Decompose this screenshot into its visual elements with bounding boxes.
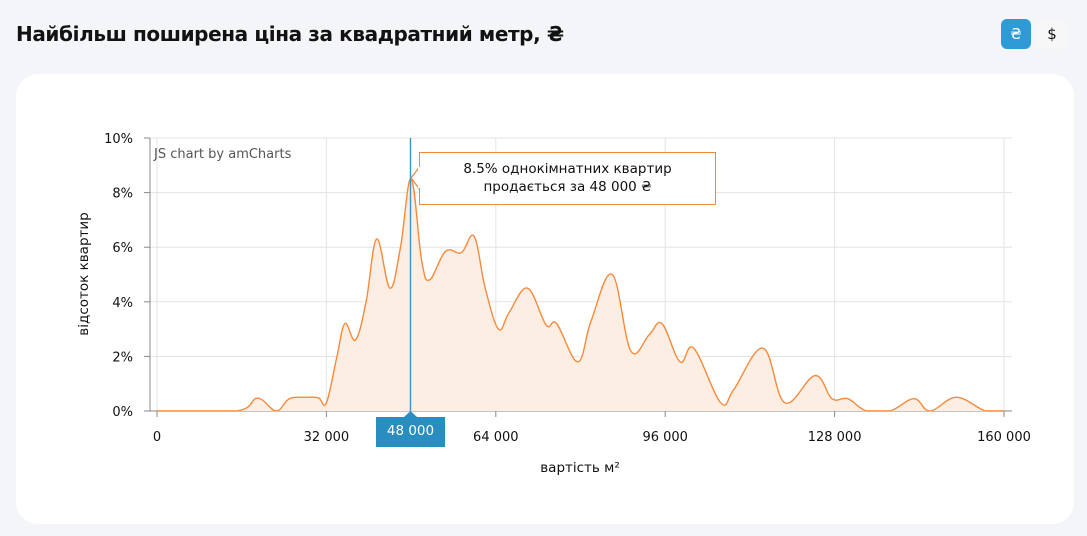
y-tick-label: 10% <box>104 132 133 147</box>
x-tick-label: 64 000 <box>473 430 519 445</box>
tooltip-line-2: продається за 48 000 ₴ <box>483 179 652 195</box>
y-axis-title: відсоток квартир <box>76 212 92 335</box>
x-tick-label: 160 000 <box>977 430 1031 445</box>
cursor-value-label: 48 000 <box>376 417 445 447</box>
y-tick-label: 6% <box>112 241 133 256</box>
y-axis-labels: 10% 8% 6% 4% 2% 0% <box>104 132 133 420</box>
x-tick-label: 0 <box>153 430 161 445</box>
y-tick-label: 4% <box>112 296 133 311</box>
x-axis-labels: 0 32 000 64 000 96 000 128 000 160 000 <box>153 430 1031 445</box>
chart-credit[interactable]: JS chart by amCharts <box>153 147 292 162</box>
currency-usd-button[interactable]: $ <box>1037 19 1067 49</box>
cursor-pointer <box>404 411 417 417</box>
y-tick-label: 8% <box>112 187 133 202</box>
x-tick-label: 128 000 <box>808 430 862 445</box>
series-area-fill <box>157 178 1004 411</box>
series-line[interactable] <box>156 178 1004 412</box>
chart-tooltip: 8.5% однокімнатних квартир продається за… <box>419 152 716 205</box>
x-tick-label: 32 000 <box>304 430 350 445</box>
chart-card <box>16 74 1074 524</box>
grid-lines <box>150 137 1012 411</box>
currency-toggle: ₴ $ <box>1001 19 1067 49</box>
page-header: Найбільш поширена ціна за квадратний мет… <box>16 18 1071 50</box>
currency-uah-button[interactable]: ₴ <box>1001 19 1031 49</box>
y-tick-label: 2% <box>112 350 133 365</box>
page-title: Найбільш поширена ціна за квадратний мет… <box>16 22 564 46</box>
x-tick-label: 96 000 <box>642 430 688 445</box>
y-tick-label: 0% <box>112 405 133 420</box>
tooltip-pointer-mask <box>418 167 421 188</box>
tooltip-line-1: 8.5% однокімнатних квартир <box>463 161 672 177</box>
x-axis-title: вартість м² <box>540 460 620 476</box>
